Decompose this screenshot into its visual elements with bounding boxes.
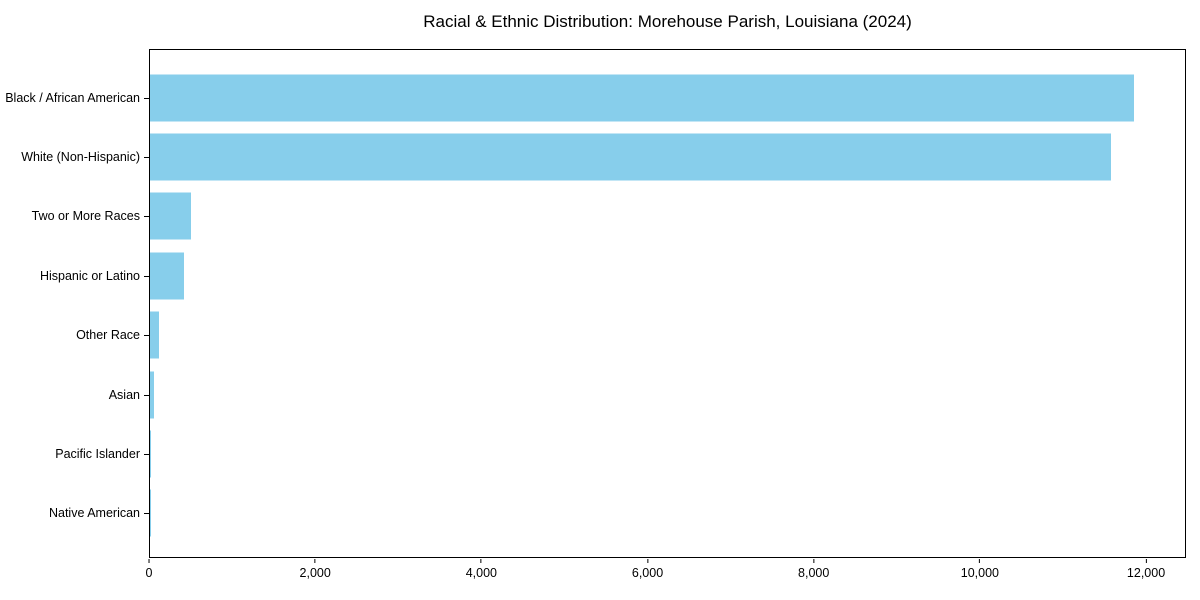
x-tick-label: 4,000: [465, 566, 497, 580]
x-tick-label: 0: [145, 566, 153, 580]
x-tick-mark: [813, 559, 815, 563]
x-tick-label: 8,000: [798, 566, 830, 580]
y-tick-mark: [144, 157, 149, 159]
bar-row: Black / African American: [5, 68, 1185, 127]
category-label: Other Race: [76, 328, 140, 343]
bar: [150, 371, 155, 419]
x-tick: 8,000: [798, 559, 829, 580]
bar: [150, 252, 184, 300]
bar-row: Two or More Races: [32, 187, 1185, 246]
category-label: White (Non-Hispanic): [21, 150, 140, 165]
x-tick: 12,000: [1127, 559, 1165, 580]
bar: [150, 311, 160, 359]
category-label: Hispanic or Latino: [39, 268, 140, 283]
x-tick-mark: [314, 559, 316, 563]
x-tick-label: 10,000: [960, 566, 999, 580]
bar-row: Hispanic or Latino: [40, 246, 1185, 305]
x-tick-label: 12,000: [1126, 566, 1166, 580]
x-tick-mark: [480, 559, 482, 563]
x-tick-mark: [148, 559, 150, 563]
bar-row: White (Non-Hispanic): [21, 127, 1185, 186]
x-tick-label: 6,000: [631, 566, 664, 580]
category-label: Two or More Races: [31, 209, 140, 224]
x-tick-mark: [979, 559, 981, 563]
y-tick-mark: [144, 335, 149, 337]
plot-area: Black / African American White (Non-Hispa…: [5, 49, 1186, 558]
x-tick-label: 2,000: [299, 566, 331, 580]
y-tick-mark: [144, 513, 149, 515]
bar: [150, 133, 1112, 181]
x-tick-mark: [647, 559, 649, 563]
x-tick: 6,000: [632, 559, 663, 580]
x-tick: 2,000: [300, 559, 331, 580]
bar-row: Asian: [109, 365, 1185, 424]
bar: [150, 74, 1135, 122]
bar: [150, 430, 152, 478]
x-axis-ticks: 0 2,000 4,000 6,000 8,000 10,000 12,000: [145, 559, 1186, 589]
bar-row: Pacific Islander: [55, 424, 1185, 483]
y-tick-mark: [144, 275, 149, 277]
bar-rows-container: Black / African American White (Non-Hispa…: [5, 50, 1185, 557]
x-tick: 10,000: [961, 559, 999, 580]
y-tick-mark: [144, 453, 149, 455]
bar: [150, 192, 192, 240]
x-tick: 4,000: [466, 559, 497, 580]
bar: [150, 489, 151, 537]
bar-row: Other Race: [76, 306, 1185, 365]
category-label: Native American: [48, 506, 140, 521]
y-tick-mark: [144, 394, 149, 396]
y-tick-mark: [144, 97, 149, 99]
y-tick-mark: [144, 216, 149, 218]
x-tick-mark: [1145, 559, 1147, 563]
x-tick: 0: [145, 559, 153, 580]
bar-row: Native American: [49, 484, 1185, 543]
category-label: Pacific Islander: [55, 446, 140, 461]
chart-title: Racial & Ethnic Distribution: Morehouse …: [423, 12, 912, 31]
category-label: Black / African American: [5, 90, 140, 105]
category-label: Asian: [108, 387, 140, 402]
